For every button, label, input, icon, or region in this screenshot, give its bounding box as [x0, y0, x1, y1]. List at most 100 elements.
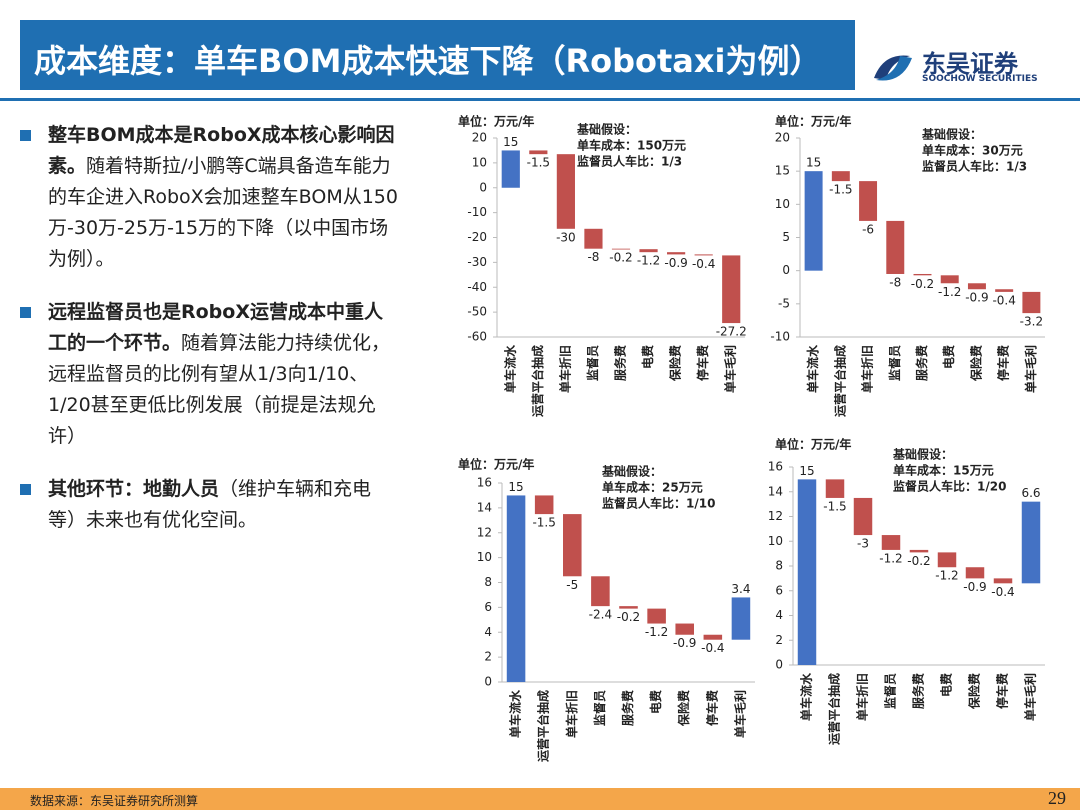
annotation: 单车成本：15万元	[893, 463, 994, 478]
x-tick-label: 监督员	[883, 673, 898, 709]
bar	[909, 549, 929, 553]
bar	[647, 608, 666, 624]
bullet-bold: 远程监督员也是RoboX运营成本中重人工的一个环节。	[48, 301, 383, 354]
bar	[853, 497, 873, 536]
y-tick-label: 6	[775, 583, 783, 597]
bullet-text: 随着算法能力持续优化，远程监督员的比例有望从1/3向1/10、1/20甚至更低比…	[48, 332, 391, 447]
value-label: -3.2	[1020, 315, 1043, 329]
annotation: 单车成本：25万元	[602, 480, 703, 495]
y-tick-label: 0	[782, 263, 790, 277]
bar	[584, 228, 603, 249]
bar	[967, 283, 986, 290]
value-label: -0.9	[963, 580, 986, 594]
charts: 单位：万元/年基础假设：单车成本：150万元监督员人车比：1/3-60-50-4…	[458, 114, 1045, 762]
y-tick-label: 14	[477, 500, 492, 514]
y-tick-label: -5	[778, 296, 790, 310]
bar	[993, 578, 1013, 584]
value-label: -0.4	[992, 293, 1015, 307]
value-label: -0.9	[965, 291, 988, 305]
bar	[722, 255, 741, 324]
value-label: 15	[799, 464, 814, 478]
logo-icon	[874, 55, 912, 81]
x-tick-label: 停车费	[995, 673, 1010, 709]
value-label: -1.5	[823, 499, 846, 513]
value-label: -1.5	[532, 516, 555, 530]
x-tick-label: 电费	[941, 345, 956, 369]
bar	[703, 634, 723, 640]
y-axis-label: 单位：万元/年	[775, 114, 851, 129]
y-tick-label: 8	[775, 559, 783, 573]
bullet-bold: 其他环节：地勤人员	[48, 478, 220, 500]
bar	[995, 289, 1014, 292]
y-tick-label: 8	[484, 575, 492, 589]
bullet-bold: 整车BOM成本是RoboX成本核心影响因素。	[48, 124, 395, 177]
y-tick-label: -40	[467, 280, 487, 294]
value-label: -8	[587, 250, 599, 264]
bar	[825, 479, 845, 498]
x-tick-label: 监督员	[592, 690, 607, 726]
value-label: 15	[503, 135, 518, 149]
y-tick-label: 16	[477, 476, 492, 490]
value-label: -30	[556, 230, 576, 244]
page-number: 29	[1048, 788, 1066, 808]
y-axis-label: 单位：万元/年	[458, 457, 534, 472]
x-tick-label: 运营平台抽成	[827, 673, 842, 745]
title-box: 成本维度：单车BOM成本快速下降（Robotaxi为例）	[20, 20, 855, 90]
bar	[965, 567, 985, 579]
value-label: -1.2	[935, 569, 958, 583]
bar	[886, 220, 905, 274]
y-tick-label: -30	[467, 255, 487, 269]
x-tick-label: 单车毛利	[723, 345, 738, 393]
y-tick-label: 10	[768, 534, 783, 548]
y-tick-label: 5	[782, 230, 790, 244]
annotation: 监督员人车比：1/3	[922, 159, 1027, 174]
value-label: -1.5	[527, 156, 550, 170]
y-tick-label: 15	[775, 164, 790, 178]
x-tick-label: 电费	[648, 690, 663, 714]
slide-title: 成本维度：单车BOM成本快速下降（Robotaxi为例）	[34, 42, 822, 80]
value-label: -2.4	[589, 608, 612, 622]
bullet: 整车BOM成本是RoboX成本核心影响因素。随着特斯拉/小鹏等C端具备造车能力的…	[18, 120, 398, 275]
y-tick-label: -50	[467, 305, 487, 319]
bar	[501, 150, 520, 188]
x-tick-label: 监督员	[585, 345, 600, 381]
bar	[534, 495, 554, 515]
value-label: -27.2	[716, 325, 747, 339]
y-tick-label: 10	[477, 550, 492, 564]
x-tick-label: 保险费	[668, 345, 683, 382]
bar	[675, 623, 694, 635]
y-tick-label: 6	[484, 600, 492, 614]
x-tick-label: 保险费	[676, 690, 691, 727]
bar	[859, 181, 878, 221]
x-tick-label: 服务费	[613, 345, 628, 381]
bar	[556, 154, 575, 229]
y-tick-label: 16	[768, 460, 783, 474]
source-note: 数据来源：东吴证券研究所测算	[30, 794, 199, 808]
y-tick-label: -60	[467, 330, 487, 344]
value-label: -1.2	[879, 551, 902, 565]
value-label: 6.6	[1021, 486, 1040, 500]
y-axis-label: 单位：万元/年	[775, 437, 851, 452]
value-label: -1.2	[637, 254, 660, 268]
bullet: 其他环节：地勤人员（维护车辆和充电等）未来也有优化空间。	[18, 474, 398, 536]
annotation: 基础假设：	[601, 464, 662, 479]
x-tick-label: 服务费	[911, 673, 926, 709]
bar	[797, 479, 817, 665]
value-label: -0.9	[673, 636, 696, 650]
bullet-text: 随着特斯拉/小鹏等C端具备造车能力的车企进入RoboX会加速整车BOM从150万…	[48, 155, 398, 270]
annotation: 单车成本：30万元	[922, 143, 1023, 158]
x-tick-label: 单车毛利	[1023, 345, 1038, 393]
bar	[529, 150, 548, 155]
y-tick-label: 10	[472, 155, 487, 169]
annotation: 基础假设：	[921, 127, 982, 142]
value-label: 3.4	[731, 582, 750, 596]
bar	[591, 576, 610, 607]
x-tick-label: 保险费	[968, 345, 983, 382]
footer: 数据来源：东吴证券研究所测算 29	[0, 788, 1080, 810]
value-label: -3	[857, 537, 869, 551]
bar	[937, 552, 957, 568]
y-tick-label: 20	[775, 131, 790, 145]
y-axis-label: 单位：万元/年	[458, 114, 534, 129]
x-tick-label: 单车折旧	[855, 673, 870, 721]
